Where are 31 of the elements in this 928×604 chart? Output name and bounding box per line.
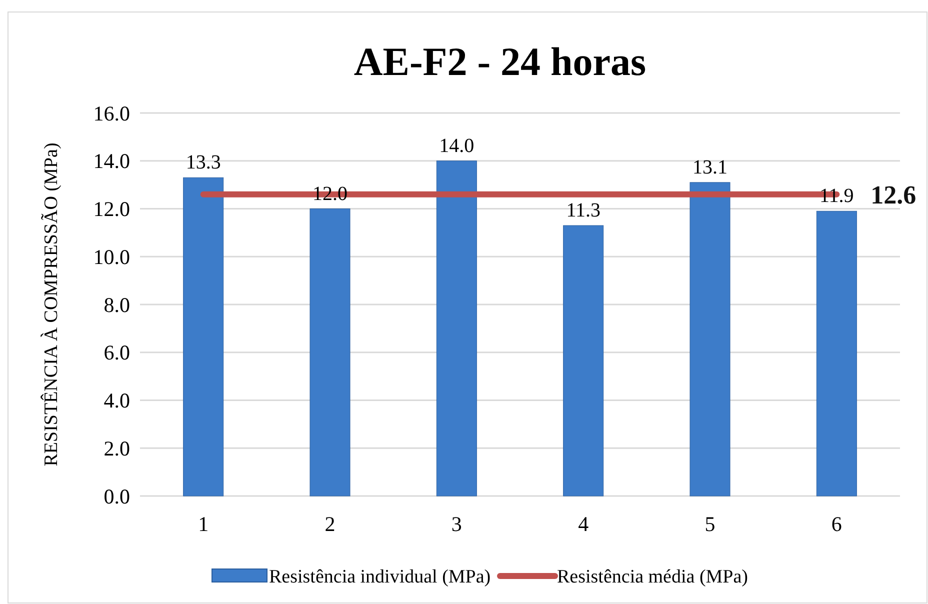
data-label: 13.3 <box>186 152 221 174</box>
bar <box>690 182 730 496</box>
y-tick-label: 14.0 <box>93 149 130 174</box>
legend-label: Resistência individual (MPa) <box>269 566 491 588</box>
data-label: 11.3 <box>566 200 600 222</box>
x-tick-label: 3 <box>451 512 462 536</box>
bar <box>310 208 350 496</box>
data-label: 12.6 <box>870 180 916 210</box>
x-tick-label: 6 <box>831 512 842 536</box>
y-tick-label: 12.0 <box>93 197 130 222</box>
bar <box>183 177 224 496</box>
y-tick-label: 0.0 <box>104 484 130 508</box>
data-label: 13.1 <box>692 156 728 178</box>
x-tick-label: 2 <box>324 512 336 536</box>
y-tick-label: 8.0 <box>104 292 130 317</box>
bar <box>563 225 604 496</box>
x-tick-label: 5 <box>704 512 716 536</box>
x-tick-label: 1 <box>198 512 209 536</box>
y-tick-label: 4.0 <box>104 388 130 413</box>
y-tick-label: 2.0 <box>104 436 130 460</box>
y-tick-label: 6.0 <box>104 340 130 365</box>
bar <box>436 160 477 496</box>
data-label: 11.9 <box>820 185 854 208</box>
chart-title: AE-F2 - 24 horas <box>354 39 646 84</box>
y-tick-label: 10.0 <box>93 244 130 269</box>
x-tick-label: 4 <box>578 512 590 536</box>
bar <box>816 210 857 496</box>
data-label: 14.0 <box>439 134 474 157</box>
legend-label: Resistência média (MPa) <box>557 566 748 588</box>
y-tick-label: 16.0 <box>93 101 130 126</box>
y-axis-title: RESISTÊNCIA À COMPRESSÃO (MPa) <box>40 142 62 466</box>
